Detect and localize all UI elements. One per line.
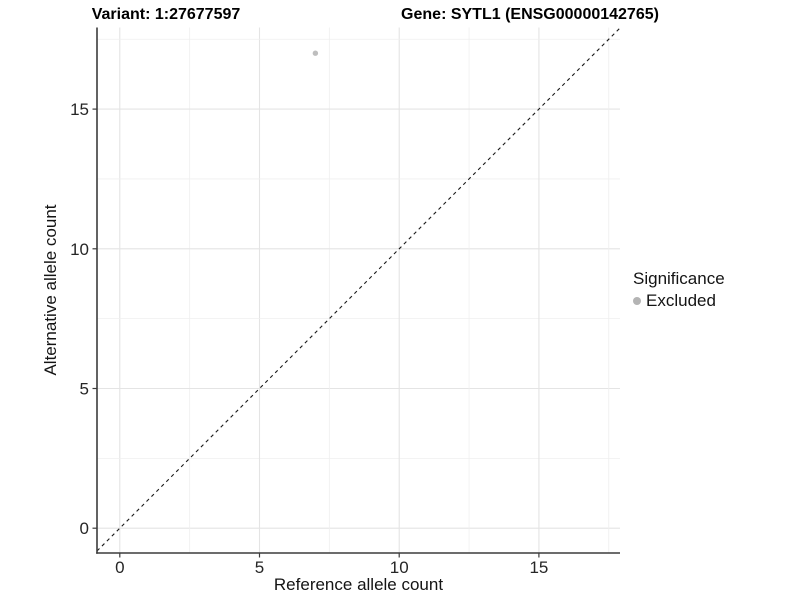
identity-line bbox=[96, 27, 621, 552]
x-axis-title: Reference allele count bbox=[273, 575, 444, 594]
x-tick-label: 5 bbox=[255, 558, 264, 577]
x-tick-label: 15 bbox=[529, 558, 548, 577]
y-tick-label: 0 bbox=[80, 519, 89, 538]
legend: Significance Excluded bbox=[633, 268, 798, 311]
legend-item-excluded: Excluded bbox=[633, 290, 798, 311]
y-tick-label: 15 bbox=[70, 100, 89, 119]
legend-title: Significance bbox=[633, 269, 725, 288]
legend-item-label: Excluded bbox=[646, 291, 716, 310]
data-point bbox=[312, 50, 319, 56]
plot-title-gene: Gene: SYTL1 (ENSG00000142765) bbox=[401, 6, 659, 23]
legend-point-icon bbox=[633, 296, 641, 305]
y-tick-label: 10 bbox=[70, 240, 89, 259]
y-tick-label: 5 bbox=[80, 380, 89, 399]
x-tick-label: 10 bbox=[390, 558, 409, 577]
x-tick-label: 0 bbox=[115, 558, 124, 577]
plot-title-variant: Variant: 1:27677597 bbox=[91, 6, 241, 23]
